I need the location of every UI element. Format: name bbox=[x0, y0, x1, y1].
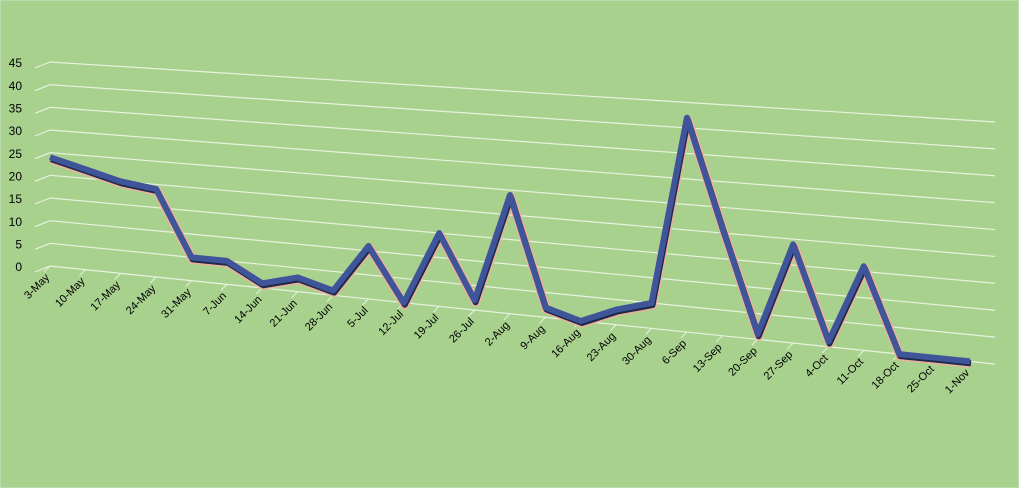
grid-line bbox=[49, 220, 996, 311]
floor-tick bbox=[715, 335, 723, 343]
y-tick-label: 45 bbox=[9, 56, 23, 70]
floor-tick bbox=[503, 313, 511, 321]
grid-depth bbox=[34, 242, 51, 250]
y-tick-label: 30 bbox=[9, 124, 23, 138]
floor-tick bbox=[645, 328, 652, 335]
floor-tick bbox=[291, 291, 299, 299]
floor-tick bbox=[857, 350, 865, 357]
grid-line bbox=[49, 174, 996, 258]
floor-tick bbox=[822, 346, 829, 354]
grid-depth bbox=[34, 84, 51, 92]
grid-line bbox=[49, 265, 996, 365]
grid-depth bbox=[34, 220, 51, 228]
grid-depth bbox=[34, 265, 51, 273]
floor-tick bbox=[751, 339, 759, 346]
floor-tick bbox=[680, 331, 688, 339]
grid-line bbox=[49, 84, 996, 150]
floor-tick bbox=[149, 276, 157, 284]
floor-tick bbox=[432, 306, 440, 313]
line bbox=[49, 114, 971, 365]
grid-line bbox=[49, 106, 996, 177]
floor-tick bbox=[220, 283, 228, 291]
grid-depth bbox=[34, 174, 51, 182]
grid-depth bbox=[34, 61, 51, 69]
floor-tick bbox=[539, 317, 546, 324]
floor-tick bbox=[609, 324, 617, 332]
y-tick-label: 20 bbox=[9, 170, 23, 184]
grid-line bbox=[49, 61, 996, 123]
floor-tick bbox=[362, 298, 369, 306]
grid-depth bbox=[34, 197, 51, 205]
grid-depth bbox=[34, 152, 51, 160]
floor-tick bbox=[468, 309, 475, 317]
floor-tick bbox=[786, 342, 794, 350]
y-tick-label: 40 bbox=[9, 79, 23, 93]
y-tick-label: 25 bbox=[9, 147, 23, 161]
floor-tick bbox=[185, 280, 192, 288]
floor-tick bbox=[114, 272, 122, 280]
grid-depth bbox=[34, 129, 51, 137]
y-tick-label: 0 bbox=[15, 260, 22, 274]
grid-line bbox=[49, 152, 996, 231]
y-tick-label: 10 bbox=[9, 215, 23, 229]
floor-tick bbox=[43, 265, 51, 273]
y-tick-label: 15 bbox=[9, 192, 23, 206]
y-tick-label: 5 bbox=[15, 238, 22, 252]
grid-line bbox=[49, 129, 996, 204]
grid-depth bbox=[34, 106, 51, 114]
y-tick-label: 35 bbox=[9, 102, 23, 116]
floor-tick bbox=[79, 269, 86, 277]
